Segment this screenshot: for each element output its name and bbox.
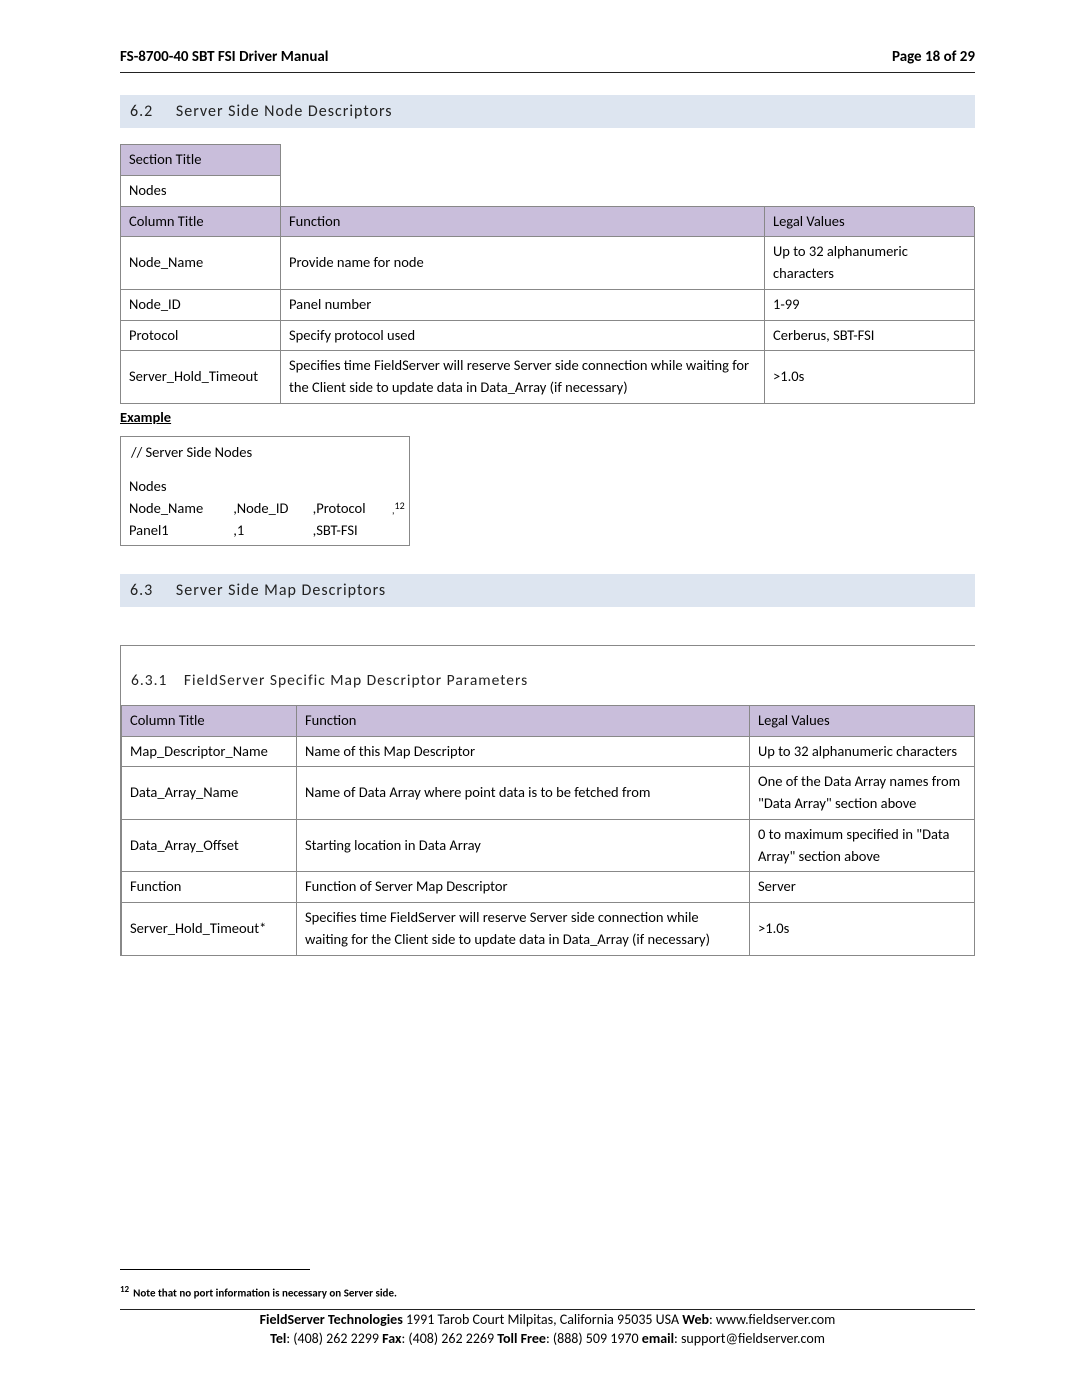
- table-cell: Data_Array_Name: [122, 767, 297, 820]
- table-cell: Panel number: [281, 289, 765, 320]
- table-cell: >1.0s: [750, 903, 975, 956]
- code-cell: ,SBT-FSI: [305, 519, 384, 541]
- footer-line1: FieldServer Technologies 1991 Tarob Cour…: [120, 1310, 975, 1330]
- node-descriptor-table: Section Title Nodes Column Title Functio…: [120, 144, 975, 404]
- code-title: // Server Side Nodes: [121, 437, 409, 475]
- example-label: Example: [120, 408, 975, 426]
- table-cell: Server_Hold_Timeout: [121, 351, 281, 404]
- table-cell: Node_ID: [121, 289, 281, 320]
- table-cell: >1.0s: [765, 351, 975, 404]
- map-descriptor-table: Column Title Function Legal Values Map_D…: [121, 705, 975, 956]
- example-code-box: // Server Side Nodes Nodes Node_Name ,No…: [120, 436, 410, 546]
- table-cell: Map_Descriptor_Name: [122, 736, 297, 767]
- table-cell: Specifies time FieldServer will reserve …: [281, 351, 765, 404]
- col-header: Column Title: [121, 206, 281, 237]
- code-cell: Node_Name: [121, 497, 225, 519]
- section-6-3-heading: 6.3 Server Side Map Descriptors: [120, 574, 975, 607]
- footnote: 12Note that no port information is neces…: [120, 1284, 975, 1309]
- code-cell: ,Node_ID: [225, 497, 304, 519]
- table-cell: Data_Array_Offset: [122, 819, 297, 872]
- col-header: Column Title: [122, 705, 297, 736]
- section-num: 6.3: [130, 581, 153, 600]
- func-header: Function: [281, 206, 765, 237]
- table-cell: Server: [750, 872, 975, 903]
- table-cell: 0 to maximum specified in "Data Array" s…: [750, 819, 975, 872]
- code-cell: ,1: [225, 519, 304, 541]
- table-cell: Up to 32 alphanumeric characters: [765, 237, 975, 290]
- func-header: Function: [297, 705, 750, 736]
- code-cell: Nodes: [121, 475, 225, 497]
- legal-header: Legal Values: [750, 705, 975, 736]
- sub-section-box: 6.3.1 FieldServer Specific Map Descripto…: [120, 645, 975, 956]
- table-cell: Function: [122, 872, 297, 903]
- table-cell: Starting location in Data Array: [297, 819, 750, 872]
- page-footer: 12Note that no port information is neces…: [120, 1241, 975, 1349]
- section-title: FieldServer Specific Map Descriptor Para…: [184, 671, 528, 690]
- section-num: 6.2: [130, 102, 153, 121]
- table-cell: Node_Name: [121, 237, 281, 290]
- table-cell: 1-99: [765, 289, 975, 320]
- section-title: Server Side Node Descriptors: [176, 102, 393, 121]
- footnote-separator: [120, 1269, 310, 1270]
- section-6-3-1-heading: 6.3.1 FieldServer Specific Map Descripto…: [121, 664, 975, 697]
- table-cell: Specify protocol used: [281, 320, 765, 351]
- footer-line2: Tel: (408) 262 2299 Fax: (408) 262 2269 …: [120, 1329, 975, 1349]
- legal-header: Legal Values: [765, 206, 975, 237]
- header-left: FS-8700-40 SBT FSI Driver Manual: [120, 48, 328, 66]
- section-title: Server Side Map Descriptors: [176, 581, 386, 600]
- table-cell: Name of this Map Descriptor: [297, 736, 750, 767]
- table-cell: Protocol: [121, 320, 281, 351]
- table-cell: Name of Data Array where point data is t…: [297, 767, 750, 820]
- table-cell: One of the Data Array names from "Data A…: [750, 767, 975, 820]
- table-cell: Server_Hold_Timeout*: [122, 903, 297, 956]
- header-right: Page 18 of 29: [892, 48, 975, 66]
- code-cell: ,12: [384, 497, 409, 519]
- table-cell: Specifies time FieldServer will reserve …: [297, 903, 750, 956]
- page-header: FS-8700-40 SBT FSI Driver Manual Page 18…: [120, 48, 975, 73]
- code-cell: ,Protocol: [305, 497, 384, 519]
- table-cell: Cerberus, SBT-FSI: [765, 320, 975, 351]
- section-title-cell: Section Title: [121, 145, 281, 176]
- nodes-cell: Nodes: [121, 175, 281, 206]
- section-num: 6.3.1: [131, 671, 167, 690]
- table-cell: Provide name for node: [281, 237, 765, 290]
- table-cell: Up to 32 alphanumeric characters: [750, 736, 975, 767]
- section-6-2-heading: 6.2 Server Side Node Descriptors: [120, 95, 975, 128]
- table-cell: Function of Server Map Descriptor: [297, 872, 750, 903]
- code-cell: Panel1: [121, 519, 225, 541]
